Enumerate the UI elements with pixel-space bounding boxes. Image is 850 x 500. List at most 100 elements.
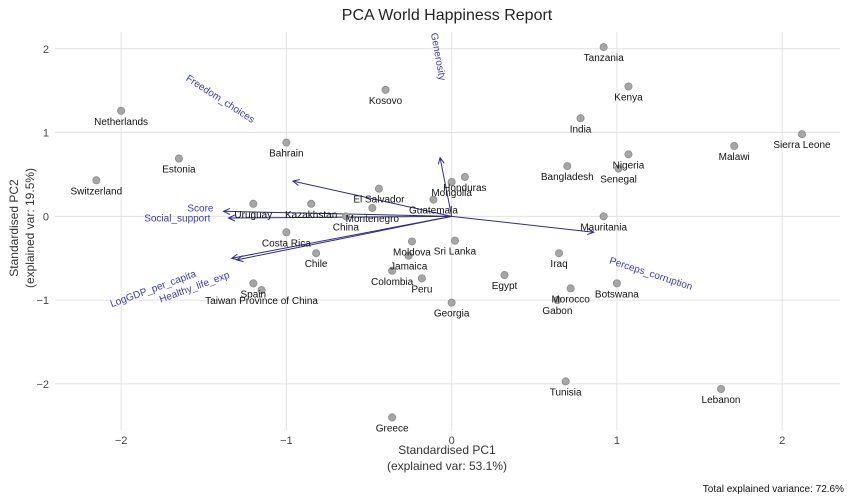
x-tick-label: −1 [280, 435, 293, 447]
data-point [460, 172, 469, 181]
point-label: Mauritania [580, 222, 627, 233]
y-tick-label: 2 [43, 44, 49, 56]
vector-label: Freedom_choices [184, 73, 257, 126]
point-label: Honduras [443, 183, 486, 194]
y-tick-labels: −2 −1 0 1 2 [36, 44, 49, 391]
data-point [730, 141, 739, 150]
data-point [450, 236, 459, 245]
vector-arrowhead [437, 156, 445, 165]
point-label: Colombia [371, 277, 414, 288]
x-axis-sublabel: (explained var: 53.1%) [387, 459, 507, 473]
point-label: Gabon [542, 306, 572, 317]
loading-vectors [222, 156, 595, 263]
point-label: Sierra Leone [773, 140, 831, 151]
vector-arrowhead [230, 253, 239, 261]
point-label: Chile [305, 259, 328, 270]
data-point [92, 176, 101, 185]
point-label: Spain [241, 289, 267, 300]
data-point [797, 130, 806, 139]
data-point [429, 195, 438, 204]
data-point [561, 377, 570, 386]
loading-vector-freedom-choices [292, 180, 452, 217]
point-label: Kenya [614, 92, 643, 103]
data-point [117, 106, 126, 115]
point-label: Egypt [492, 281, 518, 292]
point-label: Georgia [434, 309, 470, 320]
data-point [624, 82, 633, 91]
point-label: Taiwan Province of China [205, 296, 318, 307]
vector-arrowhead [291, 179, 300, 186]
x-tick-label: 2 [779, 435, 785, 447]
data-point [388, 266, 397, 275]
data-point [381, 85, 390, 94]
point-label: Malawi [719, 152, 750, 163]
point-label: Montenegro [346, 214, 400, 225]
data-point [599, 212, 608, 221]
chart-title: PCA World Happiness Report [342, 7, 553, 24]
loading-vector-healthy-life-exp [236, 215, 452, 261]
data-point [447, 298, 456, 307]
point-label: Morocco [551, 294, 590, 305]
x-tick-label: 1 [614, 435, 620, 447]
point-label: Senegal [600, 175, 637, 186]
gridlines [55, 32, 840, 430]
point-label: Nigeria [613, 160, 645, 171]
point-label: Sri Lanka [434, 247, 477, 258]
data-point [282, 228, 291, 237]
vector-label: Score [187, 203, 214, 214]
data-point [576, 114, 585, 123]
country-points [92, 43, 806, 422]
vector-label: Perceps_corruption [608, 256, 694, 293]
point-label: Kazakhstan [285, 210, 337, 221]
loading-vector-perceptions-corruption [451, 215, 594, 233]
point-label: Tanzania [584, 53, 624, 64]
y-axis-label: Standardised PC2 [7, 179, 21, 277]
vector-arrowhead [227, 214, 236, 222]
point-label: China [333, 222, 360, 233]
vector-arrowhead [235, 255, 244, 263]
data-point [257, 286, 266, 295]
y-tick-label: −1 [36, 295, 49, 307]
point-label: Lebanon [702, 395, 741, 406]
data-point [374, 184, 383, 193]
point-label: India [570, 124, 592, 135]
x-axis-label: Standardised PC1 [398, 443, 496, 457]
data-point [407, 237, 416, 246]
point-label: Estonia [162, 165, 196, 176]
vector-arrowhead [586, 228, 595, 236]
data-point [249, 279, 258, 288]
data-point [368, 203, 377, 212]
data-point [566, 284, 575, 293]
vector-label: Social_support [144, 213, 210, 224]
data-point [599, 43, 608, 52]
point-label: Kosovo [369, 96, 403, 107]
loading-vector-social-support [228, 215, 452, 219]
x-tick-label: 0 [449, 435, 455, 447]
total-variance-note: Total explained variance: 72.6% [703, 484, 844, 495]
point-label: Bahrain [269, 149, 303, 160]
vector-arrowhead [222, 207, 231, 215]
point-label: Guatemala [409, 206, 458, 217]
data-point [553, 296, 562, 305]
point-label: Uruguay [234, 210, 272, 221]
data-point [447, 177, 456, 186]
point-label: Greece [376, 423, 409, 434]
x-tick-labels: −2 −1 0 1 2 [115, 435, 785, 447]
point-label: Peru [411, 284, 432, 295]
data-point [312, 249, 321, 258]
data-point [614, 164, 623, 173]
vector-label: Generosity [428, 32, 447, 82]
data-point [249, 199, 258, 208]
y-axis-sublabel: (explained var: 19.5%) [23, 168, 37, 288]
point-label: Bangladesh [541, 172, 594, 183]
point-label: Switzerland [70, 186, 122, 197]
data-point [417, 274, 426, 283]
y-tick-label: −2 [36, 379, 49, 391]
y-tick-label: 0 [43, 211, 49, 223]
data-point [282, 138, 291, 147]
point-label: Moldova [393, 247, 431, 258]
y-tick-label: 1 [43, 128, 49, 140]
point-label: Costa Rica [262, 238, 311, 249]
point-label: Netherlands [94, 117, 148, 128]
